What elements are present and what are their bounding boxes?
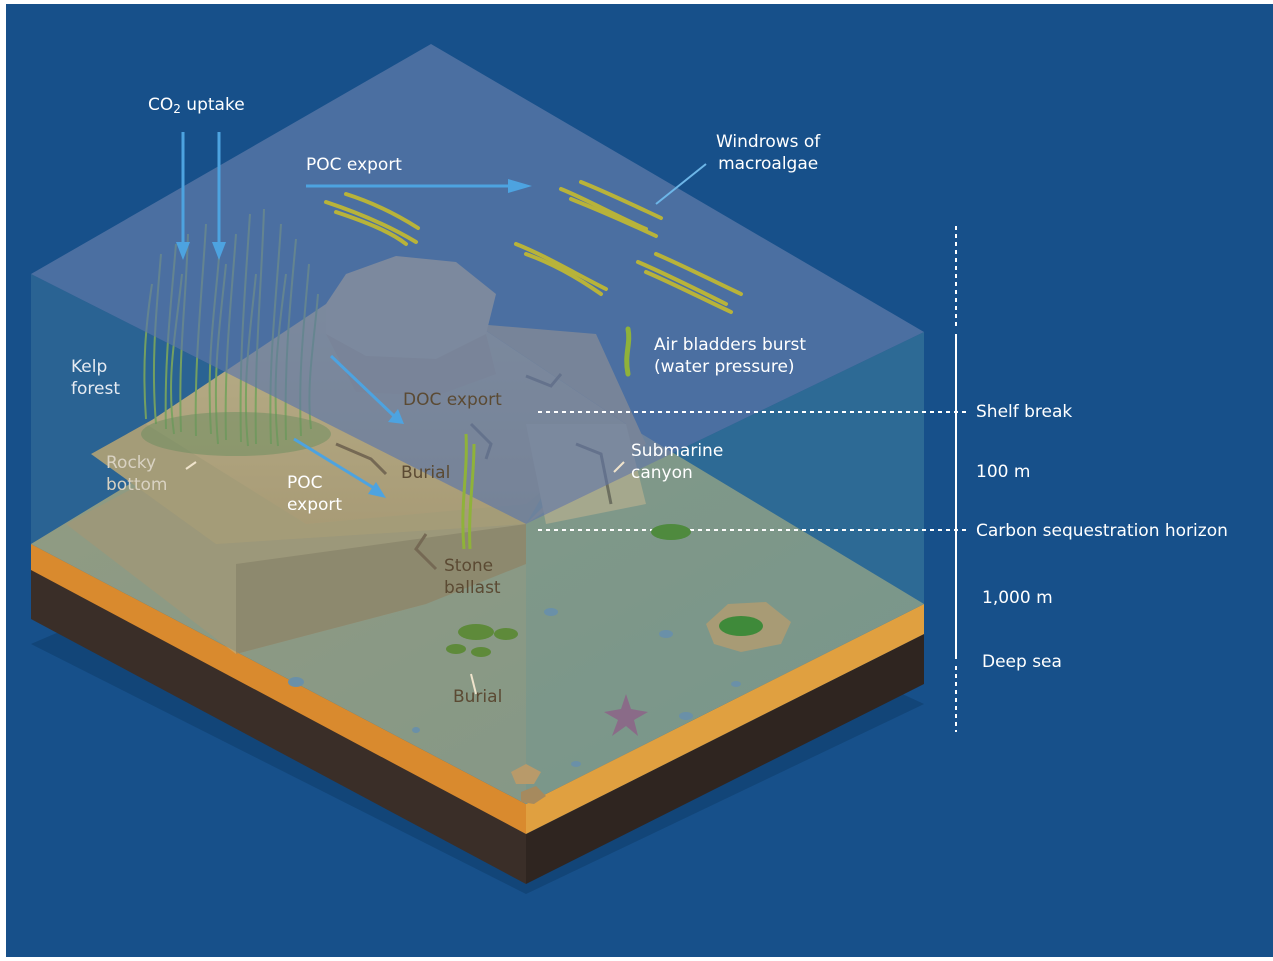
starfish-icon <box>604 694 648 736</box>
label-kelp-forest: Kelp forest <box>71 357 120 399</box>
label-shelf-break: Shelf break <box>976 402 1073 422</box>
label-submarine-canyon: Submarine canyon <box>631 441 724 483</box>
bedrock-layer-left <box>31 566 526 884</box>
bedrock-layer-right <box>526 634 924 884</box>
sediment-layer-left <box>31 544 526 834</box>
label-windrows-of-macroalgae: Windrows of macroalgae <box>716 132 821 174</box>
label-doc-export: DOC export <box>403 390 502 410</box>
label-air-bladders-burst: Air bladders burst (water pressure) <box>654 335 807 377</box>
label-deep-sea: Deep sea <box>982 652 1062 672</box>
label-burial-lower: Burial <box>453 687 503 707</box>
kelp-holdfast-patch <box>141 412 331 456</box>
pointer-lines <box>655 163 707 205</box>
flow-arrows <box>176 132 532 498</box>
depth-scale <box>538 226 968 732</box>
diagram-canvas: CO2 uptake POC export Windrows of macroa… <box>6 4 1273 957</box>
sediment-layer-right <box>526 604 924 834</box>
label-100m: 100 m <box>976 462 1031 482</box>
ocean-block-illustration <box>31 44 968 894</box>
label-1000m: 1,000 m <box>982 588 1053 608</box>
seafloor-details <box>288 524 791 804</box>
ocean-surface <box>31 44 924 524</box>
stone-ballast-kelp <box>461 433 476 550</box>
slope-step-lower-face <box>236 524 526 654</box>
label-poc-export-slope: POC export <box>287 473 343 515</box>
label-co2-uptake: CO2 uptake <box>148 95 245 116</box>
label-burial-upper: Burial <box>401 463 451 483</box>
label-poc-export-surface: POC export <box>306 155 402 175</box>
label-rocky-bottom: Rocky bottom <box>106 453 168 495</box>
water-column-right <box>526 332 924 804</box>
label-stone-ballast: Stone ballast <box>444 556 501 598</box>
water-column-left <box>31 274 526 804</box>
sinking-kelp-frond <box>624 326 632 377</box>
macroalgae-windrows <box>324 180 743 314</box>
pointer-lines-dark <box>185 461 625 695</box>
label-carbon-sequestration-horizon: Carbon sequestration horizon <box>976 521 1228 541</box>
